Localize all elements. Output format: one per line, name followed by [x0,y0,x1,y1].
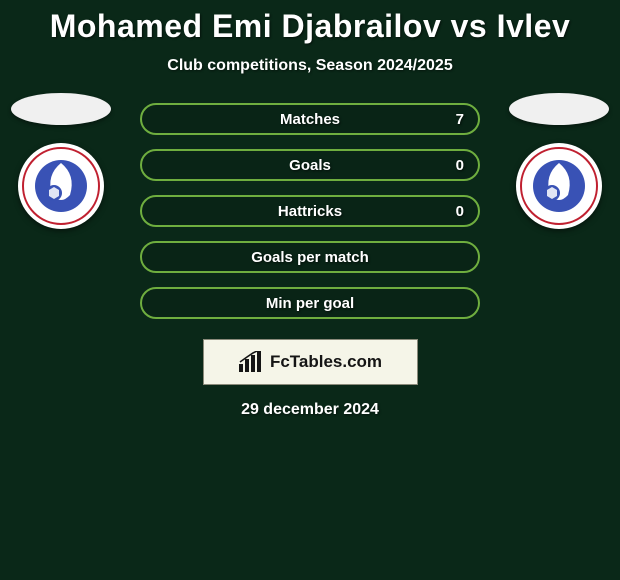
club-logo-left-icon [32,157,90,215]
stat-row-hattricks: Hattricks 0 [140,195,480,227]
stat-row-goals: Goals 0 [140,149,480,181]
page-subtitle: Club competitions, Season 2024/2025 [0,57,620,75]
club-logo-right-icon [530,157,588,215]
comparison-area: Matches 7 Goals 0 Hattricks 0 Goals per … [0,103,620,419]
stat-label: Matches [280,111,340,128]
page-title: Mohamed Emi Djabrailov vs Ivlev [0,0,620,45]
date-text: 29 december 2024 [0,401,620,419]
club-badge-right [516,143,602,229]
player-right-silhouette [509,93,609,125]
stat-label: Goals [289,157,331,174]
stat-label: Min per goal [266,295,354,312]
stat-row-matches: Matches 7 [140,103,480,135]
stat-label: Hattricks [278,203,342,220]
stat-label: Goals per match [251,249,369,266]
player-right-column [504,93,614,229]
stat-value: 7 [456,111,464,128]
stat-value: 0 [456,203,464,220]
stat-rows: Matches 7 Goals 0 Hattricks 0 Goals per … [140,103,480,319]
fctables-text: FcTables.com [270,352,382,372]
stat-value: 0 [456,157,464,174]
player-left-silhouette [11,93,111,125]
player-left-column [6,93,116,229]
stat-row-min-per-goal: Min per goal [140,287,480,319]
fctables-logo-box: FcTables.com [203,339,418,385]
club-badge-left [18,143,104,229]
bars-icon [238,351,264,373]
stat-row-goals-per-match: Goals per match [140,241,480,273]
